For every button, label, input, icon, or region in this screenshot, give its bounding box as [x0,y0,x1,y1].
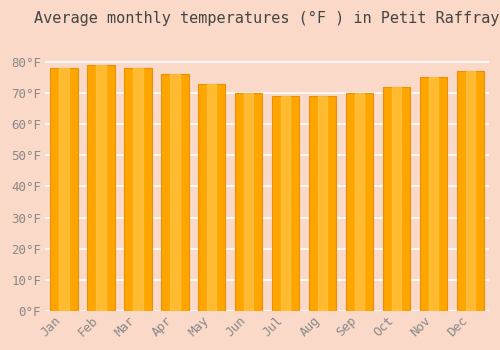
Bar [280,96,290,311]
Bar [87,65,115,311]
Title: Average monthly temperatures (°F ) in Petit Raffray: Average monthly temperatures (°F ) in Pe… [34,11,500,26]
Bar [308,96,336,311]
Bar [420,77,448,311]
Bar [346,93,374,311]
Bar [272,96,299,311]
Bar [161,75,188,311]
Bar [124,68,152,311]
Bar [466,71,475,311]
Bar [96,65,106,311]
Bar [382,87,410,311]
Bar [198,84,226,311]
Bar [234,93,262,311]
Bar [170,75,179,311]
Bar [456,71,484,311]
Bar [59,68,69,311]
Bar [133,68,142,311]
Bar [207,84,216,311]
Bar [392,87,402,311]
Bar [428,77,438,311]
Bar [318,96,328,311]
Bar [50,68,78,311]
Bar [244,93,254,311]
Bar [354,93,364,311]
